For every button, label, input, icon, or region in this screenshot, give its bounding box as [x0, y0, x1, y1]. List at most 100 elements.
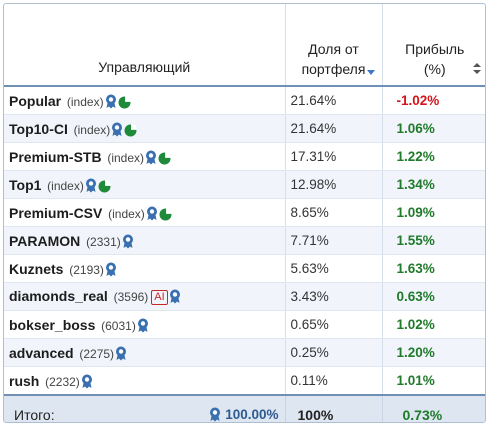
portfolio-share: 0.25%	[285, 338, 383, 367]
header-profit-line1: Прибыль	[405, 41, 465, 57]
manager-id: (index)	[107, 150, 145, 165]
manager-cell: Premium-CSV (index)	[4, 198, 286, 227]
manager-id: (index)	[108, 206, 145, 221]
award-badge-icon	[146, 206, 157, 220]
profit-value: 1.01%	[382, 366, 485, 396]
pie-chart-icon[interactable]	[124, 123, 138, 137]
portfolio-share: 21.64%	[285, 114, 383, 143]
profit-value: 1.55%	[382, 226, 485, 255]
award-badge-icon	[112, 122, 123, 136]
profit-value: 1.06%	[382, 114, 485, 143]
portfolio-share: 5.63%	[285, 254, 383, 283]
award-badge-icon	[210, 407, 221, 422]
manager-name-link[interactable]: Kuznets	[9, 260, 64, 277]
table-row[interactable]: Premium-CSV (index) 8.65% 1.09%	[4, 198, 485, 227]
manager-id: (3596)	[113, 290, 149, 304]
totals-label: Итого:	[14, 407, 55, 423]
header-share[interactable]: Доля от портфеля	[285, 4, 383, 87]
header-profit-line2: (%)	[423, 61, 446, 77]
manager-cell: Premium-STB (index)	[4, 142, 286, 171]
award-badge-icon	[122, 234, 133, 248]
managers-table: Управляющий Доля от портфеля Прибыль (%)…	[4, 4, 485, 423]
pie-chart-icon[interactable]	[159, 207, 172, 221]
header-manager[interactable]: Управляющий	[4, 4, 286, 87]
table-row[interactable]: Kuznets (2193) 5.63% 1.63%	[4, 254, 485, 283]
pie-chart-icon[interactable]	[158, 151, 172, 165]
manager-id: (index)	[47, 178, 84, 193]
totals-verified-pct: 100.00%	[225, 407, 279, 422]
sort-both-icon	[473, 63, 481, 74]
manager-name-link[interactable]: diamonds_real	[9, 288, 108, 304]
profit-value: 1.09%	[382, 198, 485, 227]
totals-verified: 100.00%	[208, 407, 279, 422]
manager-name-link[interactable]: advanced	[9, 344, 74, 361]
totals-cell: Итого: 100.00%	[4, 394, 286, 423]
manager-id: (index)	[66, 94, 104, 109]
manager-name-link[interactable]: Popular	[9, 92, 62, 109]
profit-value: 0.63%	[382, 282, 485, 311]
sort-desc-icon	[366, 70, 375, 75]
manager-id: (2275)	[79, 346, 115, 361]
award-badge-icon	[105, 262, 116, 276]
profit-value: 1.63%	[382, 254, 485, 283]
profit-value: 1.02%	[382, 310, 485, 339]
profit-value: 1.22%	[382, 142, 485, 171]
award-badge-icon	[137, 318, 148, 332]
table-body: Popular (index) 21.64% -1.02% Top10-CI (ind…	[4, 86, 485, 396]
table-row[interactable]: Top10-CI (index) 21.64% 1.06%	[4, 114, 485, 143]
manager-id: (2193)	[69, 262, 104, 277]
manager-id: (2232)	[45, 374, 80, 389]
award-badge-icon	[85, 178, 96, 192]
portfolio-share: 0.11%	[285, 366, 383, 396]
portfolio-share: 17.31%	[285, 142, 383, 171]
manager-cell: bokser_boss (6031)	[4, 310, 286, 339]
table-row[interactable]: diamonds_real (3596) AI 3.43% 0.63%	[4, 282, 485, 311]
table-row[interactable]: rush (2232) 0.11% 1.01%	[4, 366, 485, 396]
table-row[interactable]: PARAMON (2331) 7.71% 1.55%	[4, 226, 485, 255]
table-header-row: Управляющий Доля от портфеля Прибыль (%)	[4, 4, 485, 87]
manager-cell: rush (2232)	[4, 366, 286, 396]
totals-row: Итого: 100.00% 100% 0.73%	[4, 394, 485, 423]
award-badge-icon	[169, 289, 180, 304]
table-row[interactable]: Premium-STB (index) 17.31% 1.22%	[4, 142, 485, 171]
manager-cell: advanced (2275)	[4, 338, 286, 367]
header-share-line1: Доля от	[308, 41, 359, 57]
portfolio-share: 3.43%	[285, 282, 383, 311]
table-row[interactable]: Top1 (index) 12.98% 1.34%	[4, 170, 485, 199]
manager-name-link[interactable]: rush	[9, 372, 40, 389]
portfolio-share: 0.65%	[285, 310, 383, 339]
manager-name-link[interactable]: Top1	[9, 176, 42, 193]
portfolio-share: 12.98%	[285, 170, 383, 199]
header-share-line2: портфеля	[301, 61, 366, 77]
manager-name-link[interactable]: Premium-STB	[9, 148, 102, 165]
portfolio-share: 7.71%	[285, 226, 383, 255]
manager-cell: Popular (index)	[4, 86, 286, 115]
manager-cell: Top1 (index)	[4, 170, 286, 199]
award-badge-icon	[146, 150, 157, 164]
ai-badge: AI	[151, 290, 168, 305]
award-badge-icon	[81, 374, 92, 388]
totals-share: 100%	[285, 394, 383, 422]
pie-chart-icon[interactable]	[118, 95, 131, 109]
manager-name-link[interactable]: PARAMON	[9, 232, 81, 249]
profit-value: -1.02%	[382, 86, 485, 115]
manager-id: (2331)	[86, 234, 121, 249]
profit-value: 1.34%	[382, 170, 485, 199]
award-badge-icon	[116, 346, 127, 360]
portfolio-share: 21.64%	[285, 86, 383, 115]
profit-value: 1.20%	[382, 338, 485, 367]
manager-cell: PARAMON (2331)	[4, 226, 286, 255]
manager-id: (index)	[73, 122, 111, 137]
table-row[interactable]: Popular (index) 21.64% -1.02%	[4, 86, 485, 115]
table-row[interactable]: advanced (2275) 0.25% 1.20%	[4, 338, 485, 367]
header-manager-label: Управляющий	[98, 59, 191, 75]
pie-chart-icon[interactable]	[98, 179, 111, 193]
table-row[interactable]: bokser_boss (6031) 0.65% 1.02%	[4, 310, 485, 339]
manager-cell: Top10-CI (index)	[4, 114, 286, 143]
manager-name-link[interactable]: Premium-CSV	[9, 204, 103, 221]
portfolio-table-container: Управляющий Доля от портфеля Прибыль (%)…	[3, 3, 486, 423]
manager-name-link[interactable]: bokser_boss	[9, 316, 96, 333]
manager-name-link[interactable]: Top10-CI	[9, 120, 68, 137]
header-profit[interactable]: Прибыль (%)	[382, 4, 485, 87]
manager-id: (6031)	[101, 318, 136, 333]
